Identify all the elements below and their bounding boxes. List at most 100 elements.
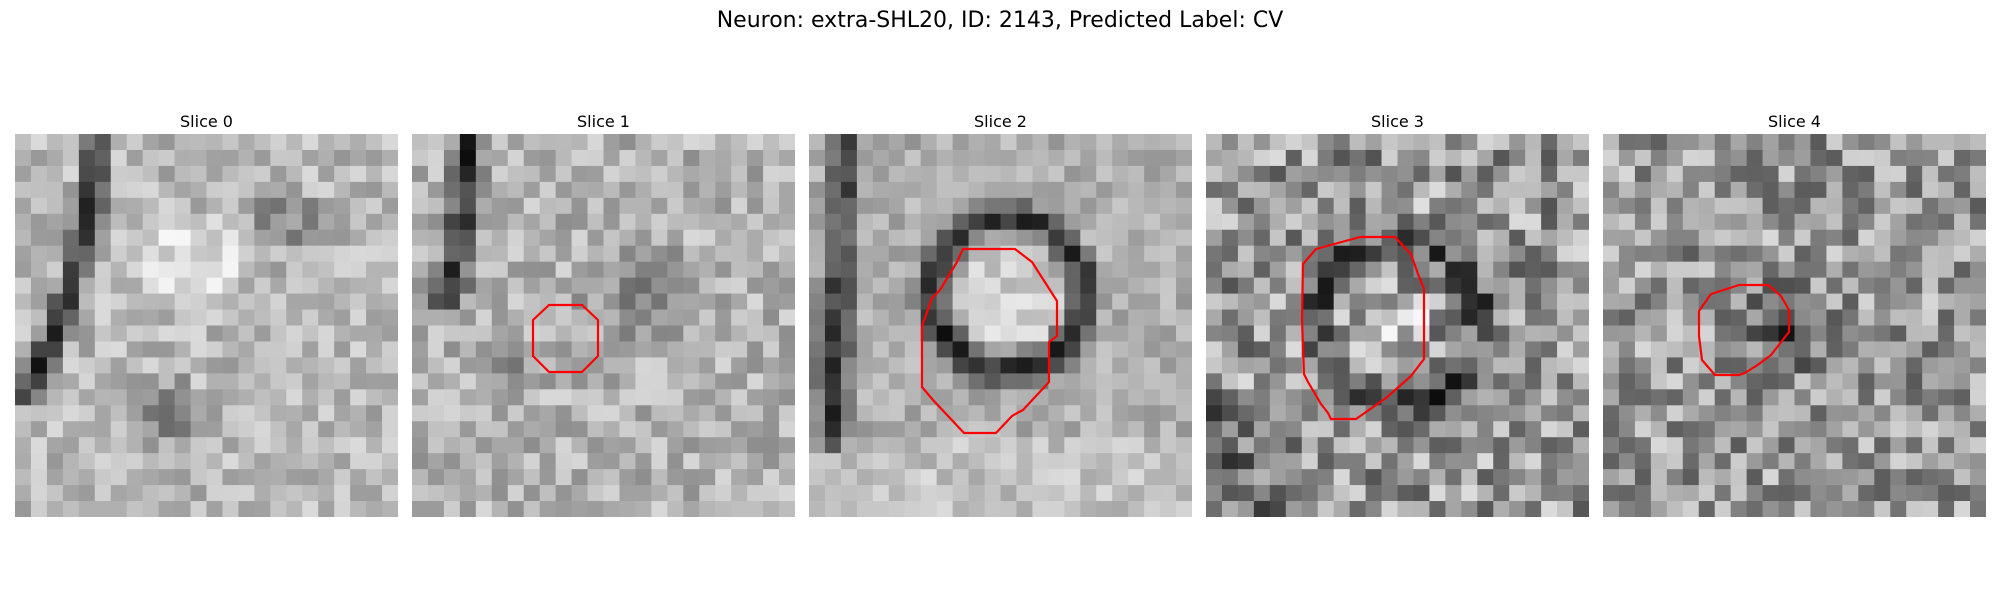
pixel — [1413, 453, 1431, 470]
pixel — [920, 437, 938, 454]
pixel — [142, 229, 160, 247]
pixel — [270, 261, 287, 279]
pixel — [78, 197, 96, 215]
pixel — [1445, 373, 1462, 390]
pixel — [667, 181, 684, 199]
pixel — [1112, 181, 1129, 199]
pixel — [1762, 165, 1780, 183]
pixel — [238, 389, 255, 406]
pixel — [1650, 197, 1668, 215]
pixel — [1080, 245, 1097, 263]
pixel — [1618, 389, 1636, 406]
pixel — [1381, 357, 1399, 374]
pixel — [1445, 421, 1462, 438]
pixel — [427, 149, 445, 167]
pixel — [1634, 197, 1652, 215]
pixel — [270, 293, 287, 311]
pixel — [427, 293, 445, 311]
pixel — [318, 501, 335, 517]
pixel — [1603, 149, 1620, 167]
pixel — [1573, 373, 1589, 390]
pixel — [126, 134, 144, 151]
pixel — [1285, 149, 1303, 167]
pixel — [62, 213, 80, 231]
pixel — [1634, 309, 1652, 327]
pixel — [1144, 325, 1161, 343]
pixel — [366, 421, 383, 438]
pixel — [699, 389, 716, 406]
pixel — [824, 165, 842, 183]
pixel — [555, 213, 573, 231]
pixel — [1064, 277, 1081, 295]
pixel — [110, 261, 128, 279]
pixel — [1349, 261, 1367, 279]
pixel — [1445, 229, 1462, 247]
pixel — [334, 181, 351, 199]
segmentation-contour — [1300, 235, 1426, 421]
pixel — [286, 501, 303, 517]
pixel — [779, 485, 795, 502]
pixel — [1317, 293, 1335, 311]
pixel — [1970, 213, 1986, 231]
pixel — [1794, 165, 1812, 183]
pixel — [1874, 245, 1891, 263]
slice-image — [1603, 134, 1986, 517]
pixel — [888, 134, 906, 151]
pixel — [731, 261, 748, 279]
pixel — [62, 181, 80, 199]
pixel — [1413, 229, 1431, 247]
pixel — [1096, 277, 1113, 295]
pixel — [619, 213, 637, 231]
pixel — [904, 405, 922, 422]
pixel — [715, 149, 732, 167]
pixel — [30, 373, 48, 390]
slice-title: Slice 1 — [577, 112, 630, 131]
pixel — [286, 341, 303, 359]
pixel — [635, 437, 652, 454]
pixel — [1128, 469, 1145, 486]
pixel — [62, 389, 80, 406]
pixel — [142, 389, 160, 406]
pixel — [15, 197, 32, 215]
pixel — [1618, 213, 1636, 231]
pixel — [1096, 197, 1113, 215]
pixel — [888, 453, 906, 470]
pixel — [1541, 357, 1558, 374]
pixel — [1016, 389, 1034, 406]
pixel — [1445, 453, 1462, 470]
pixel — [126, 325, 144, 343]
pixel — [809, 405, 826, 422]
pixel — [158, 437, 176, 454]
pixel — [667, 293, 684, 311]
pixel — [1064, 181, 1081, 199]
pixel — [270, 421, 287, 438]
pixel — [1176, 325, 1192, 343]
pixel — [1858, 229, 1875, 247]
pixel — [683, 261, 700, 279]
pixel — [1618, 277, 1636, 295]
pixel — [1413, 357, 1431, 374]
pixel — [46, 501, 64, 517]
pixel — [1682, 325, 1700, 343]
pixel — [763, 389, 780, 406]
pixel — [603, 197, 621, 215]
pixel — [110, 405, 128, 422]
pixel — [683, 325, 700, 343]
pixel — [651, 357, 668, 374]
pixel — [840, 277, 858, 295]
pixel — [1842, 501, 1859, 517]
pixel — [779, 405, 795, 422]
pixel — [222, 453, 240, 470]
pixel — [174, 277, 192, 295]
pixel — [1237, 325, 1255, 343]
pixel — [1858, 357, 1875, 374]
pixel — [555, 373, 573, 390]
pixel — [1746, 229, 1764, 247]
pixel — [904, 229, 922, 247]
pixel — [412, 469, 429, 486]
pixel — [904, 437, 922, 454]
pixel — [1349, 389, 1367, 406]
pixel — [920, 149, 938, 167]
pixel — [158, 165, 176, 183]
pixel — [1541, 197, 1558, 215]
